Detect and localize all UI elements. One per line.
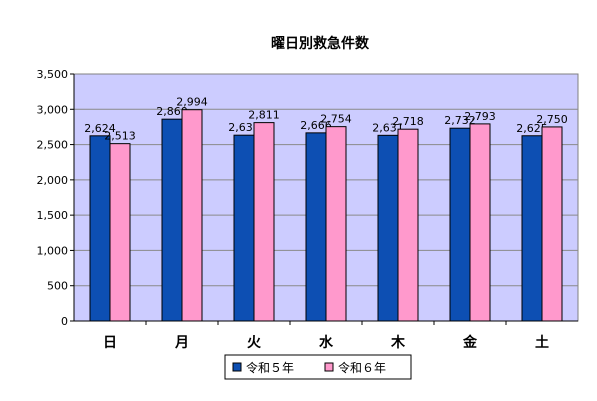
data-label-1-6: 2,732 (444, 114, 476, 127)
bar-1-3 (233, 134, 255, 322)
y-tick-label: 0 (61, 315, 68, 328)
data-label-1-5: 2,631 (372, 121, 404, 134)
y-tick-label: 500 (47, 280, 68, 293)
bar-2-6 (469, 123, 491, 322)
plot-area: 05001,0001,5002,0002,5003,0003,5002,6242… (37, 68, 579, 351)
y-tick-label: 3,000 (37, 103, 69, 116)
data-label-1-4: 2,666 (300, 119, 332, 132)
x-category-label: 水 (319, 334, 334, 351)
y-tick-label: 2,500 (37, 139, 69, 152)
bar-1-5 (377, 134, 399, 322)
x-category-label: 日 (103, 335, 117, 351)
y-tick-label: 3,500 (37, 68, 69, 81)
bar-1-6 (449, 127, 471, 322)
x-category-label: 火 (247, 335, 262, 351)
bar-1-4 (305, 132, 327, 322)
bar-2-7 (541, 126, 563, 322)
x-category-label: 月 (174, 335, 189, 351)
data-label-1-7: 2,625 (516, 122, 548, 135)
data-label-2-5: 2,718 (392, 115, 424, 128)
bar-1-2 (161, 118, 183, 322)
bar-1-7 (521, 135, 543, 322)
data-label-1-2: 2,860 (156, 105, 188, 118)
legend-swatch-1 (232, 362, 242, 372)
x-category-label: 金 (462, 334, 478, 351)
data-label-2-6: 2,793 (464, 110, 496, 123)
legend-box (224, 354, 412, 380)
legend: 令和５年 令和６年 (224, 354, 412, 380)
bar-2-4 (325, 126, 347, 322)
data-label-1-3: 2,633 (228, 121, 260, 134)
x-category-label: 土 (535, 334, 549, 351)
data-label-1-1: 2,624 (84, 122, 116, 135)
x-category-label: 木 (390, 334, 406, 351)
bar-2-2 (181, 109, 203, 322)
data-label-2-4: 2,754 (320, 113, 352, 126)
bar-1-1 (89, 135, 111, 322)
legend-label-1: 令和５年 (246, 360, 294, 375)
y-tick-label: 1,500 (37, 209, 69, 222)
bar-2-5 (397, 128, 419, 322)
legend-swatch-2 (324, 362, 334, 372)
legend-label-2: 令和６年 (338, 360, 386, 375)
bar-2-3 (253, 122, 275, 322)
data-label-2-1: 2,513 (104, 130, 136, 143)
chart-title: 曜日別救急件数 (271, 35, 370, 52)
data-label-2-3: 2,811 (248, 109, 280, 122)
data-label-2-7: 2,750 (536, 113, 568, 126)
y-tick-label: 1,000 (37, 244, 69, 257)
y-tick-label: 2,000 (37, 174, 69, 187)
bar-2-1 (109, 143, 131, 322)
data-label-2-2: 2,994 (176, 96, 208, 109)
